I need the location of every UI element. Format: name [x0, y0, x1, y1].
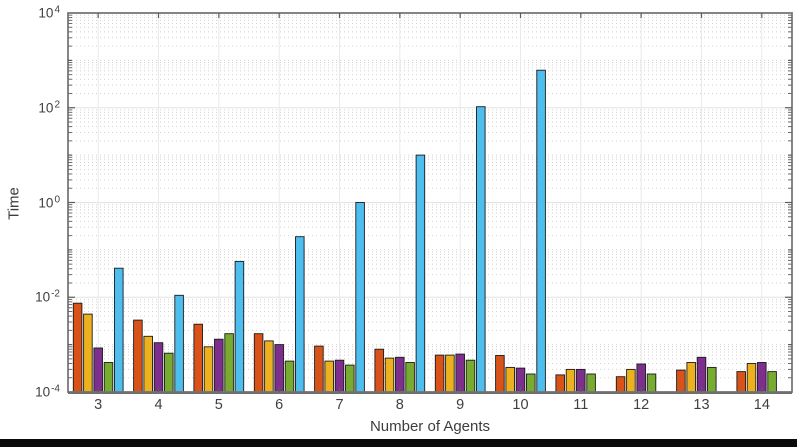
- bar-series-4-green-agents-10: [526, 373, 536, 393]
- bar-series-2-yellow-agents-8: [384, 357, 395, 393]
- bar-series-4-green-agents-9: [465, 359, 476, 393]
- bar-series-2-yellow-agents-6: [264, 340, 274, 393]
- bar-series-2-yellow-agents-11: [565, 368, 576, 393]
- bar-series-1-orange-red-agents-6: [253, 333, 264, 393]
- y-tick-label-10e-2: 10-2: [35, 288, 60, 305]
- bar-series-1-orange-red-agents-14: [736, 371, 746, 393]
- bar-series-5-light-blue-agents-4: [174, 294, 184, 393]
- bar-series-3-purple-agents-6: [274, 344, 284, 393]
- bar-series-1-orange-red-agents-11: [555, 374, 565, 393]
- x-tick-label-11: 11: [573, 397, 589, 413]
- bar-series-5-light-blue-agents-7: [355, 202, 365, 393]
- bar-series-1-orange-red-agents-8: [374, 348, 384, 393]
- bar-series-2-yellow-agents-14: [746, 363, 757, 393]
- x-tick-label-9: 9: [456, 397, 465, 413]
- bar-series-5-light-blue-agents-6: [295, 236, 305, 393]
- bar-series-5-light-blue-agents-9: [476, 106, 486, 393]
- bar-series-1-orange-red-agents-3: [72, 302, 83, 393]
- bar-series-2-yellow-agents-5: [203, 346, 214, 393]
- bar-series-4-green-agents-4: [164, 352, 174, 393]
- bar-series-2-yellow-agents-10: [505, 366, 515, 393]
- y-tick-label-10e4: 104: [38, 4, 60, 21]
- bar-series-4-green-agents-13: [707, 366, 717, 393]
- x-tick-label-5: 5: [214, 397, 223, 413]
- bar-series-4-green-agents-6: [284, 360, 295, 393]
- window-bottom-bar: [0, 439, 797, 447]
- bar-series-5-light-blue-agents-8: [415, 154, 426, 393]
- bar-series-5-light-blue-agents-10: [536, 69, 546, 393]
- x-tick-label-6: 6: [275, 397, 284, 413]
- bar-series-4-green-agents-5: [224, 333, 234, 393]
- x-tick-label-8: 8: [395, 397, 404, 413]
- bar-series-1-orange-red-agents-5: [193, 323, 203, 393]
- bar-series-5-light-blue-agents-5: [234, 260, 245, 393]
- x-tick-label-14: 14: [753, 397, 770, 413]
- bar-series-3-purple-agents-8: [395, 356, 405, 393]
- bar-series-3-purple-agents-9: [455, 353, 465, 393]
- bar-series-2-yellow-agents-13: [686, 362, 696, 393]
- bar-series-2-yellow-agents-12: [626, 368, 636, 393]
- bar-series-4-green-agents-8: [405, 362, 415, 393]
- bar-series-1-orange-red-agents-4: [133, 319, 143, 393]
- bar-series-1-orange-red-agents-12: [615, 376, 626, 393]
- bar-series-1-orange-red-agents-13: [676, 369, 686, 393]
- y-axis-label: Time: [5, 187, 23, 220]
- bar-series-1-orange-red-agents-10: [495, 355, 505, 393]
- bar-series-3-purple-agents-13: [696, 356, 707, 393]
- y-tick-label-10e2: 102: [38, 99, 60, 116]
- y-tick-label-10e0: 100: [38, 194, 60, 210]
- bar-series-3-purple-agents-3: [93, 347, 103, 393]
- x-tick-label-10: 10: [512, 397, 529, 413]
- bar-series-2-yellow-agents-7: [324, 360, 334, 393]
- bar-series-1-orange-red-agents-9: [434, 354, 445, 393]
- x-tick-label-3: 3: [94, 397, 103, 413]
- bar-series-4-green-agents-7: [345, 364, 355, 393]
- bar-series-4-green-agents-11: [586, 373, 596, 393]
- bar-series-2-yellow-agents-9: [445, 354, 455, 393]
- bar-series-3-purple-agents-5: [214, 338, 224, 393]
- y-tick-label-10e-4: 10-4: [35, 383, 60, 400]
- x-tick-label-12: 12: [633, 397, 650, 413]
- bar-series-2-yellow-agents-4: [143, 335, 153, 393]
- bar-series-2-yellow-agents-3: [83, 313, 93, 393]
- bar-series-3-purple-agents-4: [153, 342, 164, 393]
- bar-series-4-green-agents-12: [646, 373, 657, 393]
- bar-series-4-green-agents-14: [767, 371, 777, 393]
- x-axis-label: Number of Agents: [369, 418, 491, 435]
- x-tick-label-7: 7: [335, 397, 344, 413]
- bar-series-5-light-blue-agents-3: [114, 267, 124, 393]
- x-tick-label-4: 4: [154, 397, 163, 413]
- bar-series-1-orange-red-agents-7: [314, 345, 324, 393]
- x-tick-label-13: 13: [693, 397, 710, 413]
- bar-series-4-green-agents-3: [103, 362, 114, 393]
